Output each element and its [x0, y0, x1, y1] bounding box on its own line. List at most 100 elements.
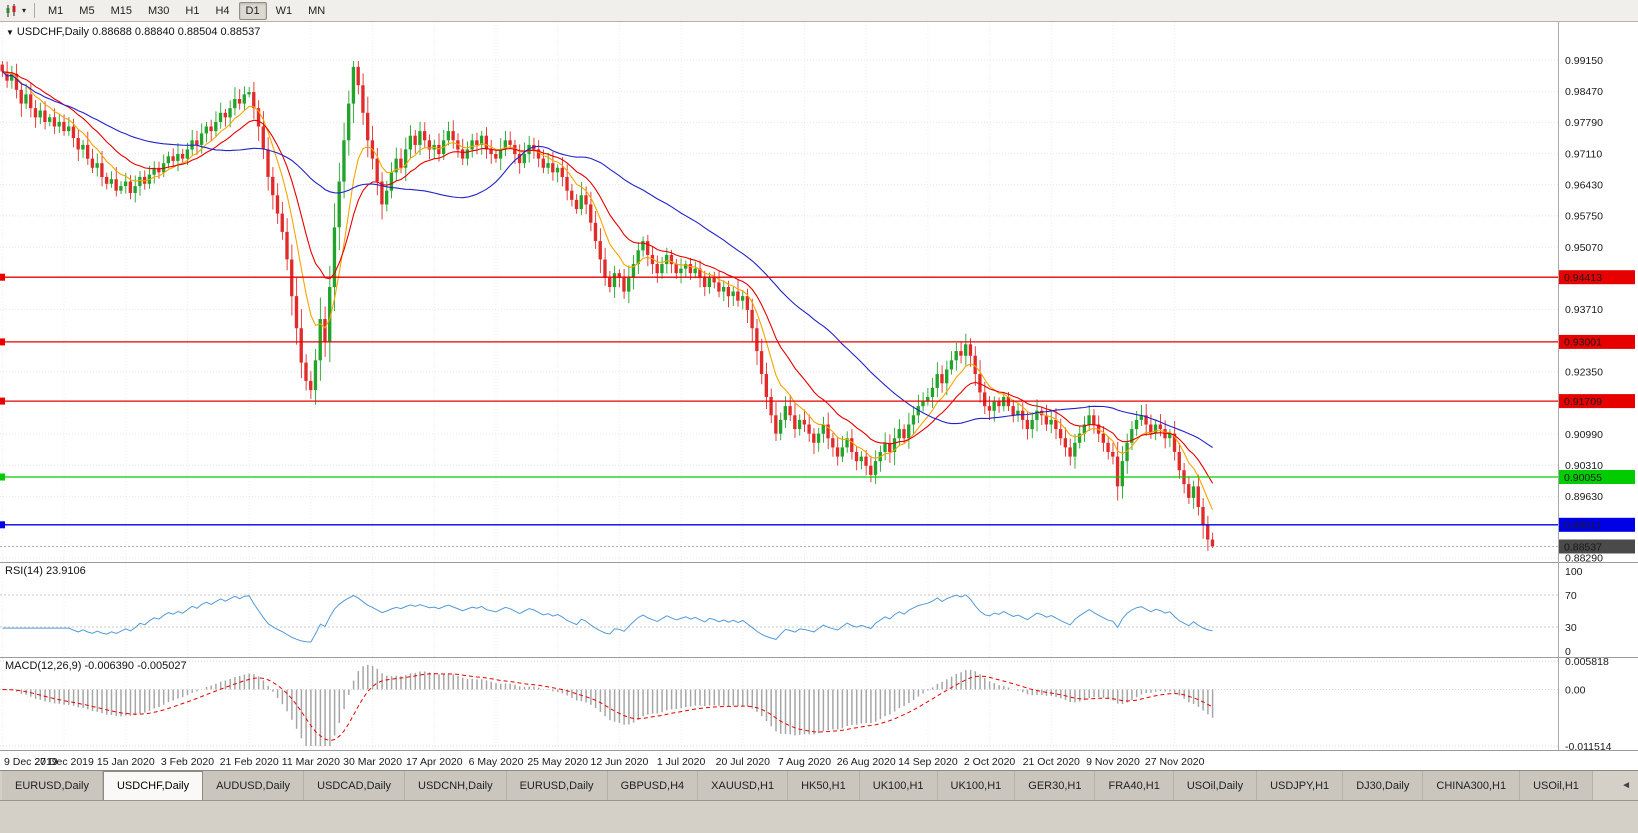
- chart-tab[interactable]: GBPUSD,H4: [607, 771, 699, 800]
- ma-line-8: [2, 70, 1214, 510]
- timeframe-buttons: M1 M5 M15 M30 H1 H4 D1 W1 MN: [40, 1, 333, 20]
- svg-text:0.88290: 0.88290: [1565, 553, 1603, 562]
- horizontal-line[interactable]: [0, 397, 1558, 405]
- chart-tab[interactable]: USOil,H1: [1520, 771, 1593, 800]
- macd-label: MACD(12,26,9): [5, 660, 82, 672]
- chart-tab[interactable]: USDCNH,Daily: [405, 771, 507, 800]
- svg-text:9 Dec 2019: 9 Dec 2019: [4, 756, 58, 768]
- symbol-dropdown-icon[interactable]: ▼: [6, 28, 14, 37]
- svg-text:25 May 2020: 25 May 2020: [527, 756, 588, 768]
- macd-axis-labels[interactable]: 0.005818 0.00 -0.011514: [1565, 657, 1612, 751]
- chart-tab[interactable]: EURUSD,Daily: [506, 771, 608, 800]
- svg-text:14 Sep 2020: 14 Sep 2020: [898, 756, 958, 768]
- timeframe-toolbar: ▾ M1 M5 M15 M30 H1 H4 D1 W1 MN: [0, 0, 1638, 22]
- svg-text:-0.011514: -0.011514: [1565, 741, 1612, 751]
- chart-tabs: EURUSD,Daily USDCHF,Daily AUDUSD,Daily USDC…: [2, 771, 1593, 800]
- line-left-marker: [0, 338, 5, 346]
- svg-text:0.97110: 0.97110: [1565, 148, 1602, 160]
- chart-tab[interactable]: FRA40,H1: [1095, 771, 1174, 800]
- svg-text:15 Jan 2020: 15 Jan 2020: [97, 756, 155, 768]
- svg-text:12 Jun 2020: 12 Jun 2020: [590, 756, 648, 768]
- current-price-badge: [1559, 539, 1635, 554]
- main-price-chart[interactable]: 0.99150 0.98470 0.97790 0.97110 0.96430 0.957…: [0, 22, 1638, 562]
- svg-text:30: 30: [1565, 622, 1577, 634]
- chart-tab[interactable]: AUDUSD,Daily: [203, 771, 305, 800]
- chart-tab[interactable]: CHINA300,H1: [1423, 771, 1521, 800]
- tabs-scroll-left-icon[interactable]: ◄: [1621, 780, 1631, 791]
- price-badge: [1559, 394, 1635, 409]
- rsi-header: RSI(14) 23.9106: [5, 565, 86, 577]
- macd-indicator-panel[interactable]: 0.005818 0.00 -0.011514: [0, 657, 1638, 751]
- line-left-marker: [0, 473, 5, 481]
- timeframe-button-M1[interactable]: M1: [48, 4, 64, 17]
- chart-tab[interactable]: USOil,Daily: [1173, 771, 1258, 800]
- svg-text:0.96430: 0.96430: [1565, 180, 1603, 192]
- horizontal-line[interactable]: [0, 473, 1558, 481]
- timeframe-button-M15[interactable]: M15: [110, 4, 132, 17]
- price-badge: [1559, 517, 1635, 532]
- macd-grid: [0, 658, 1558, 751]
- macd-signal-line: [2, 673, 1213, 742]
- rsi-label: RSI(14): [5, 565, 43, 577]
- chart-tab[interactable]: USDCAD,Daily: [304, 771, 406, 800]
- chart-tab[interactable]: UK100,H1: [859, 771, 938, 800]
- chart-tab[interactable]: HK50,H1: [788, 771, 860, 800]
- timeframe-button-H4[interactable]: H4: [215, 4, 230, 17]
- main-grid: [0, 22, 1558, 562]
- timeframe-button-H1[interactable]: H1: [185, 4, 200, 17]
- chart-type-icon[interactable]: [3, 3, 21, 19]
- timeframe-button-W1[interactable]: W1: [275, 4, 293, 17]
- rsi-indicator-panel[interactable]: 100 70 30 0: [0, 562, 1638, 658]
- chart-tab[interactable]: USDCHF,Daily: [102, 771, 204, 800]
- chart-tab[interactable]: USDJPY,H1: [1257, 771, 1344, 800]
- svg-text:0.91709: 0.91709: [1564, 396, 1602, 408]
- chart-tab[interactable]: DJ30,Daily: [1343, 771, 1424, 800]
- price-axis-labels[interactable]: 0.99150 0.98470 0.97790 0.97110 0.96430 0.957…: [1559, 55, 1635, 562]
- svg-text:6 May 2020: 6 May 2020: [469, 756, 524, 768]
- rsi-grid: [0, 563, 1558, 658]
- svg-text:0: 0: [1565, 646, 1571, 658]
- chart-tab[interactable]: EURUSD,Daily: [2, 771, 103, 800]
- svg-text:26 Aug 2020: 26 Aug 2020: [837, 756, 896, 768]
- chart-tab[interactable]: UK100,H1: [937, 771, 1016, 800]
- svg-text:1 Jul 2020: 1 Jul 2020: [657, 756, 706, 768]
- svg-text:0.99150: 0.99150: [1565, 55, 1603, 67]
- macd-value: -0.006390 -0.005027: [84, 660, 187, 672]
- timeframe-button-D1[interactable]: D1: [238, 1, 267, 20]
- chart-tab[interactable]: GER30,H1: [1015, 771, 1096, 800]
- horizontal-line[interactable]: [0, 273, 1558, 281]
- svg-text:3 Feb 2020: 3 Feb 2020: [161, 756, 214, 768]
- timeframe-button-M5[interactable]: M5: [79, 4, 95, 17]
- svg-text:0.97790: 0.97790: [1565, 117, 1603, 129]
- svg-text:0.93710: 0.93710: [1565, 304, 1603, 316]
- chart-tab[interactable]: XAUUSD,H1: [698, 771, 789, 800]
- price-badge: [1559, 470, 1635, 484]
- svg-text:20 Jul 2020: 20 Jul 2020: [716, 756, 770, 768]
- ma-line-42: [2, 71, 1213, 448]
- line-left-marker: [0, 521, 5, 529]
- svg-text:17 Apr 2020: 17 Apr 2020: [406, 756, 463, 768]
- svg-text:2 Oct 2020: 2 Oct 2020: [964, 756, 1016, 768]
- svg-text:0.89630: 0.89630: [1565, 491, 1603, 503]
- svg-text:0.90310: 0.90310: [1565, 460, 1603, 472]
- chart-title-text: USDCHF,Daily 0.88688 0.88840 0.88504 0.8…: [16, 26, 261, 38]
- svg-text:0.89011: 0.89011: [1564, 520, 1601, 532]
- line-left-marker: [0, 273, 5, 281]
- ma-line-17: [2, 70, 1214, 484]
- chart-title: ▼ USDCHF,Daily 0.88688 0.88840 0.88504 0.…: [6, 26, 260, 38]
- svg-text:9 Nov 2020: 9 Nov 2020: [1086, 756, 1140, 768]
- horizontal-line[interactable]: [0, 338, 1558, 346]
- svg-text:70: 70: [1565, 590, 1577, 602]
- line-left-marker: [0, 397, 5, 405]
- chart-type-dropdown-icon[interactable]: ▾: [22, 6, 27, 15]
- rsi-axis-labels[interactable]: 100 70 30 0: [1565, 566, 1583, 658]
- timeframe-button-M30[interactable]: M30: [147, 4, 170, 17]
- svg-text:21 Oct 2020: 21 Oct 2020: [1023, 756, 1080, 768]
- horizontal-line[interactable]: [0, 521, 1558, 529]
- price-badge: [1559, 270, 1635, 285]
- timeframe-button-MN[interactable]: MN: [308, 4, 326, 17]
- svg-text:11 Mar 2020: 11 Mar 2020: [282, 756, 340, 768]
